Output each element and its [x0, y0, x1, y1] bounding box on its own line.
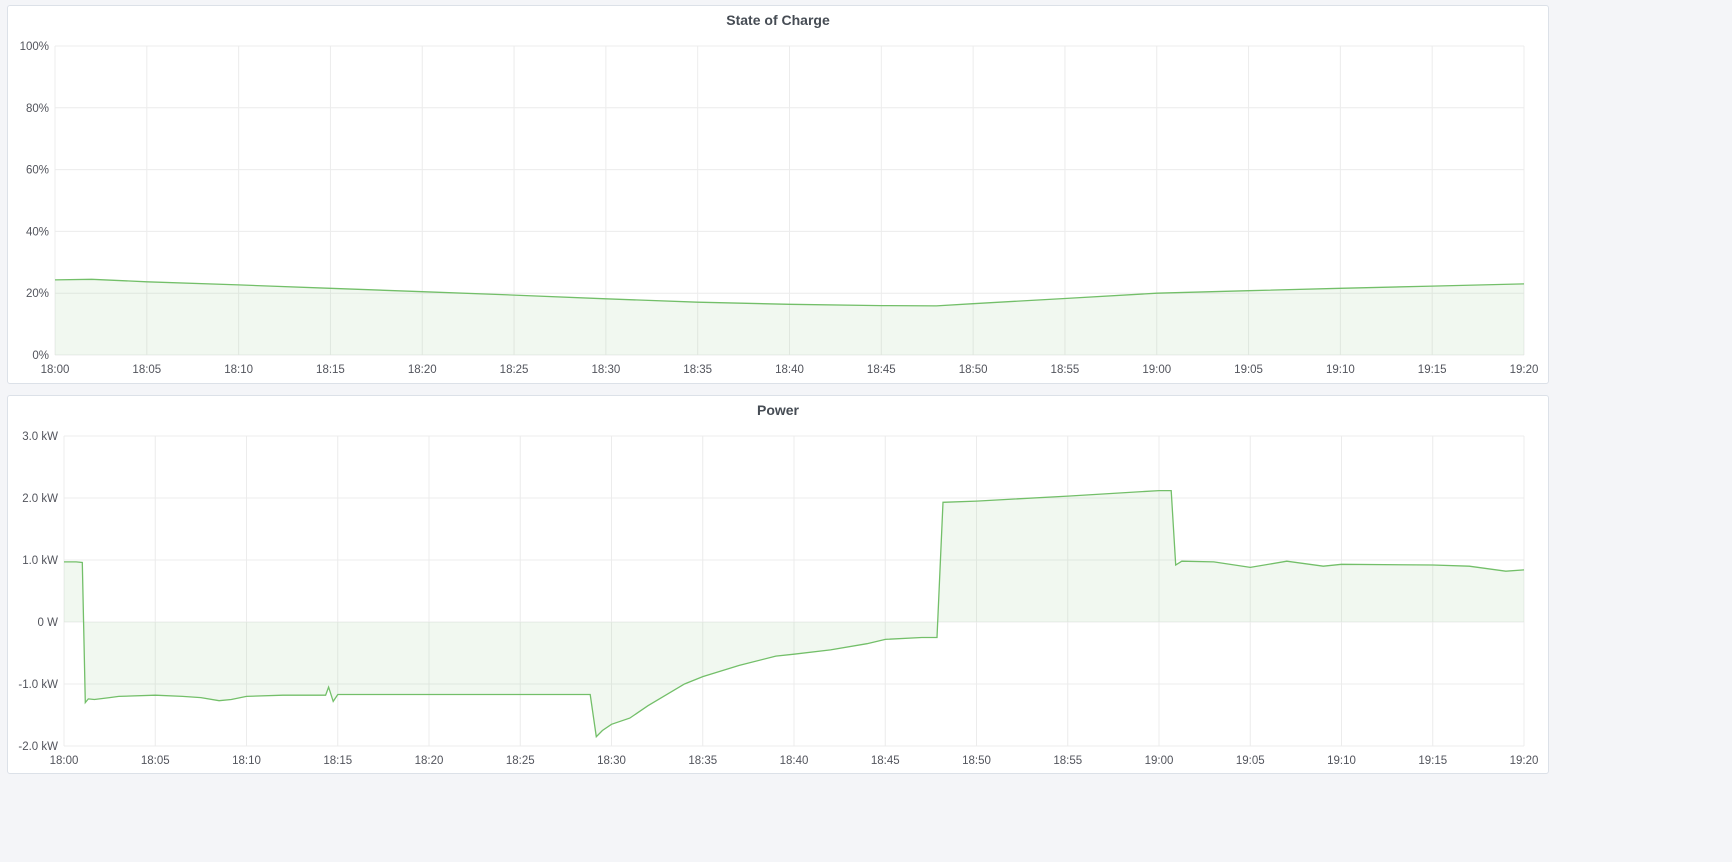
power-chart: -2.0 kW -1.0 kW 0 W 1.0 kW 2.0 kW 3.0 kW 18:00…: [18, 431, 1539, 767]
x-tick-label: 18:55: [1053, 755, 1082, 767]
x-tick-label: 19:00: [1145, 755, 1174, 767]
x-tick-label: 18:20: [408, 364, 437, 376]
y-tick-label: 60%: [26, 165, 49, 177]
y-tick-label: 2.0 kW: [22, 493, 58, 505]
y-tick-label: 100%: [20, 41, 49, 53]
x-tick-label: 18:30: [597, 755, 626, 767]
x-tick-label: 18:35: [688, 755, 717, 767]
x-tick-label: 18:15: [316, 364, 345, 376]
x-tick-label: 18:15: [323, 755, 352, 767]
x-tick-label: 18:40: [775, 364, 804, 376]
x-tick-label: 18:00: [50, 755, 79, 767]
x-tick-label: 19:05: [1234, 364, 1263, 376]
y-tick-label: 80%: [26, 103, 49, 115]
x-tick-label: 19:10: [1327, 755, 1356, 767]
x-tick-label: 18:50: [959, 364, 988, 376]
y-tick-label: -1.0 kW: [18, 679, 58, 691]
x-tick-label: 18:25: [506, 755, 535, 767]
x-tick-label: 19:15: [1418, 364, 1447, 376]
y-tick-label: 40%: [26, 226, 49, 238]
x-tick-label: 19:20: [1510, 755, 1539, 767]
x-tick-label: 19:20: [1510, 364, 1539, 376]
x-tick-label: 18:20: [415, 755, 444, 767]
y-tick-label: -2.0 kW: [18, 741, 58, 753]
x-tick-label: 18:30: [591, 364, 620, 376]
series-line: [54, 278, 1525, 307]
x-tick-label: 18:35: [683, 364, 712, 376]
y-tick-label: 20%: [26, 288, 49, 300]
series-area: [64, 490, 1524, 737]
x-tick-label: 18:05: [141, 755, 170, 767]
series-area: [55, 279, 1524, 355]
x-tick-label: 18:00: [41, 364, 70, 376]
x-tick-label: 18:50: [962, 755, 991, 767]
x-tick-label: 18:10: [232, 755, 261, 767]
panel-title[interactable]: Power: [756, 402, 799, 418]
x-tick-label: 18:45: [871, 755, 900, 767]
y-tick-label: 0 W: [38, 617, 59, 629]
x-tick-label: 18:55: [1051, 364, 1080, 376]
state-of-charge-chart: 0% 20% 40% 60% 80% 100% 18:00 18:05 18:10 18:15 18…: [20, 41, 1539, 376]
power-panel: Power -2.0 kW -1.0 kW 0 W 1.0 kW 2.0 kW 3.0 k…: [7, 395, 1549, 774]
y-tick-label: 0%: [32, 350, 49, 362]
state-of-charge-panel: State of Charge 0% 20% 40% 60% 80% 100% 18:00 1…: [7, 5, 1549, 384]
y-tick-label: 1.0 kW: [22, 555, 58, 567]
x-tick-label: 18:10: [224, 364, 253, 376]
x-tick-label: 19:10: [1326, 364, 1355, 376]
panel-title[interactable]: State of Charge: [726, 12, 830, 28]
x-tick-label: 18:25: [500, 364, 529, 376]
x-tick-label: 18:40: [780, 755, 809, 767]
series-line: [64, 489, 1525, 739]
x-tick-label: 19:05: [1236, 755, 1265, 767]
y-tick-label: 3.0 kW: [22, 431, 58, 443]
x-tick-label: 18:05: [132, 364, 161, 376]
x-tick-label: 19:00: [1142, 364, 1171, 376]
x-tick-label: 18:45: [867, 364, 896, 376]
x-tick-label: 19:15: [1418, 755, 1447, 767]
